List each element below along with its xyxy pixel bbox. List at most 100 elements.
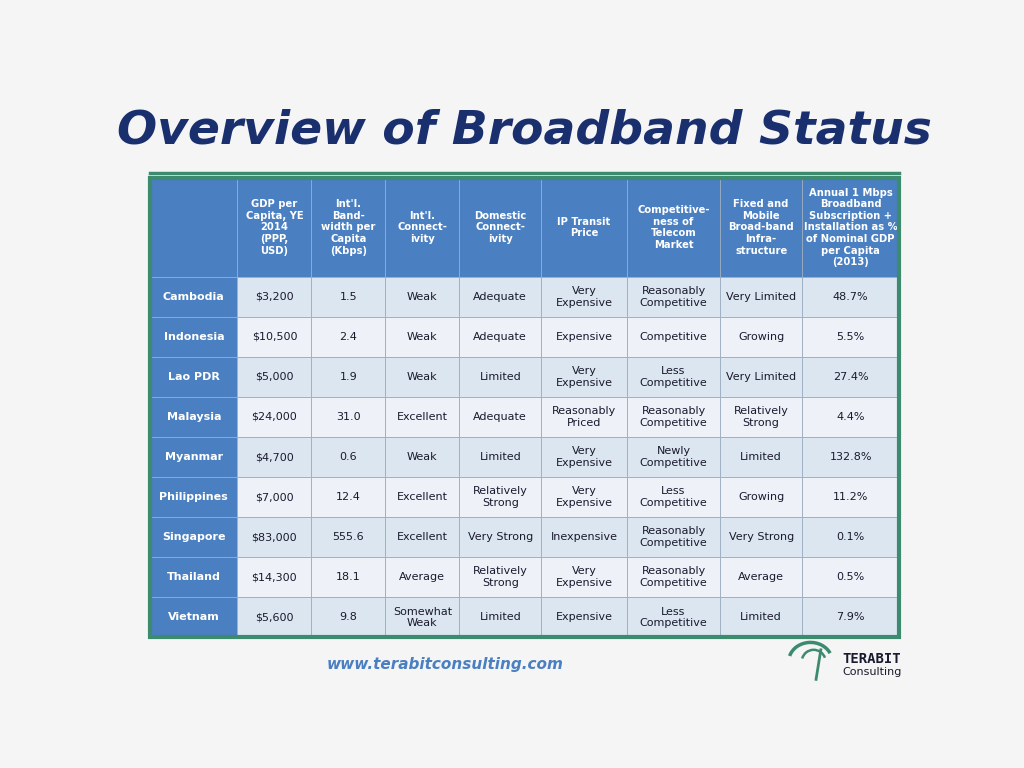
Text: 0.1%: 0.1% — [837, 532, 865, 542]
Bar — [460, 477, 541, 517]
Text: Limited: Limited — [740, 612, 782, 622]
Bar — [541, 558, 627, 598]
Text: Consulting: Consulting — [842, 667, 901, 677]
Text: Cambodia: Cambodia — [163, 292, 224, 302]
Bar — [627, 558, 720, 598]
Text: 12.4: 12.4 — [336, 492, 360, 502]
Text: Limited: Limited — [479, 612, 521, 622]
Text: $14,300: $14,300 — [252, 572, 297, 582]
Text: Growing: Growing — [738, 492, 784, 502]
Text: 7.9%: 7.9% — [837, 612, 865, 622]
Bar — [460, 276, 541, 316]
Text: Very
Expensive: Very Expensive — [555, 446, 612, 468]
Text: Excellent: Excellent — [397, 412, 447, 422]
Bar — [385, 397, 460, 437]
Text: TERABIT: TERABIT — [842, 652, 901, 666]
Bar — [802, 357, 899, 397]
Text: Fixed and
Mobile
Broad-band
Infra-
structure: Fixed and Mobile Broad-band Infra- struc… — [728, 199, 794, 256]
Text: Very
Expensive: Very Expensive — [555, 486, 612, 508]
Bar — [238, 477, 311, 517]
Text: Competitive: Competitive — [640, 332, 708, 342]
Bar — [151, 178, 899, 637]
Text: 4.4%: 4.4% — [837, 412, 865, 422]
Bar — [311, 178, 385, 276]
Bar — [720, 598, 802, 637]
Bar — [720, 437, 802, 477]
Text: 555.6: 555.6 — [333, 532, 365, 542]
Text: Competitive-
ness of
Telecom
Market: Competitive- ness of Telecom Market — [637, 205, 710, 250]
Text: $7,000: $7,000 — [255, 492, 294, 502]
Bar — [541, 477, 627, 517]
Bar — [151, 598, 238, 637]
Text: Less
Competitive: Less Competitive — [640, 486, 708, 508]
Bar — [460, 558, 541, 598]
Text: $3,200: $3,200 — [255, 292, 294, 302]
Bar — [802, 397, 899, 437]
Text: $10,500: $10,500 — [252, 332, 297, 342]
Text: Very Limited: Very Limited — [726, 372, 797, 382]
Bar — [385, 477, 460, 517]
Text: Limited: Limited — [479, 372, 521, 382]
Bar — [385, 437, 460, 477]
Text: Relatively
Strong: Relatively Strong — [473, 567, 527, 588]
Text: Indonesia: Indonesia — [164, 332, 224, 342]
Bar — [238, 178, 311, 276]
Text: Expensive: Expensive — [555, 332, 612, 342]
Text: $83,000: $83,000 — [252, 532, 297, 542]
Bar — [720, 517, 802, 558]
Bar — [720, 477, 802, 517]
Text: Excellent: Excellent — [397, 532, 447, 542]
Bar — [311, 598, 385, 637]
Bar — [311, 437, 385, 477]
Bar — [627, 178, 720, 276]
Bar — [720, 316, 802, 357]
Text: Adequate: Adequate — [473, 412, 527, 422]
Text: Reasonably
Competitive: Reasonably Competitive — [640, 567, 708, 588]
Text: www.terabitconsulting.com: www.terabitconsulting.com — [327, 657, 564, 672]
Text: Reasonably
Competitive: Reasonably Competitive — [640, 286, 708, 307]
Text: 132.8%: 132.8% — [829, 452, 872, 462]
Bar — [720, 397, 802, 437]
Text: $5,600: $5,600 — [255, 612, 294, 622]
Bar — [541, 178, 627, 276]
Bar — [627, 517, 720, 558]
Bar — [385, 316, 460, 357]
Text: Weak: Weak — [408, 292, 437, 302]
Bar — [802, 598, 899, 637]
Text: Philippines: Philippines — [160, 492, 228, 502]
Text: Thailand: Thailand — [167, 572, 221, 582]
Text: Int'l.
Connect-
ivity: Int'l. Connect- ivity — [397, 210, 447, 244]
Bar — [238, 276, 311, 316]
Text: Lao PDR: Lao PDR — [168, 372, 220, 382]
Text: Limited: Limited — [479, 452, 521, 462]
Text: Int'l.
Band-
width per
Capita
(Kbps): Int'l. Band- width per Capita (Kbps) — [322, 199, 376, 256]
Text: Reasonably
Priced: Reasonably Priced — [552, 406, 616, 428]
Text: Expensive: Expensive — [555, 612, 612, 622]
Text: Adequate: Adequate — [473, 292, 527, 302]
Bar — [311, 397, 385, 437]
Text: Growing: Growing — [738, 332, 784, 342]
Bar — [720, 178, 802, 276]
Text: 2.4: 2.4 — [340, 332, 357, 342]
Bar — [802, 316, 899, 357]
Bar — [802, 558, 899, 598]
Text: 5.5%: 5.5% — [837, 332, 865, 342]
Bar — [151, 276, 238, 316]
Text: 11.2%: 11.2% — [833, 492, 868, 502]
Text: Average: Average — [399, 572, 445, 582]
Bar — [385, 276, 460, 316]
Text: Malaysia: Malaysia — [167, 412, 221, 422]
Bar — [627, 276, 720, 316]
Bar — [460, 178, 541, 276]
Bar — [627, 357, 720, 397]
Text: Domestic
Connect-
ivity: Domestic Connect- ivity — [474, 210, 526, 244]
Text: 1.5: 1.5 — [340, 292, 357, 302]
Text: $4,700: $4,700 — [255, 452, 294, 462]
Bar — [311, 558, 385, 598]
Bar — [385, 357, 460, 397]
Bar — [802, 437, 899, 477]
Bar — [720, 276, 802, 316]
Bar — [151, 517, 238, 558]
Bar — [238, 598, 311, 637]
Bar — [460, 316, 541, 357]
